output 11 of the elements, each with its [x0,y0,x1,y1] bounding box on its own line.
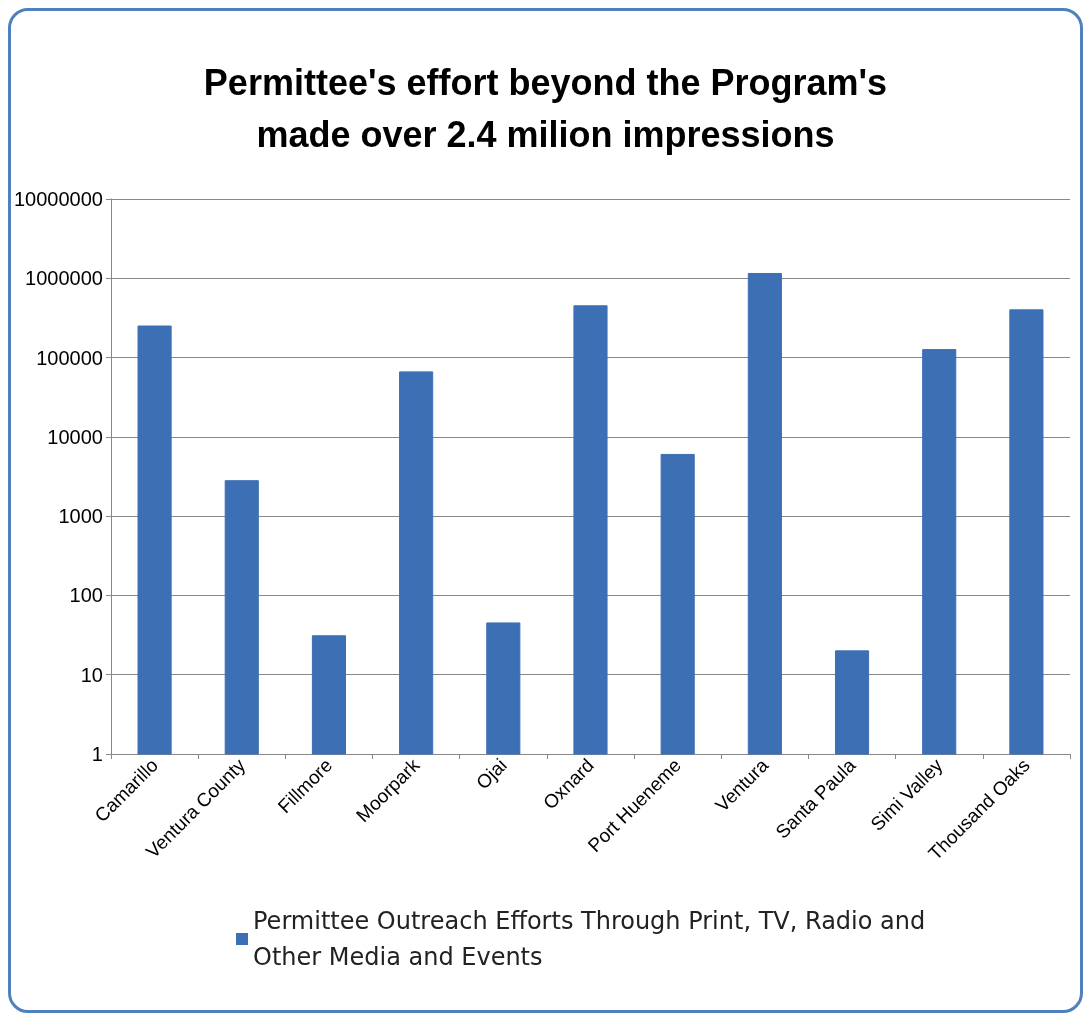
legend-label: Permittee Outreach Efforts Through Print, TV, Radio and Other Media and Events [253,907,933,971]
x-tick-label: Ojai [472,754,511,794]
y-tick-label: 10000000 [14,188,103,210]
y-tick-label: 1000000 [25,267,103,290]
y-tick-label: 10 [80,663,103,686]
y-tick-label: 100 [69,584,103,607]
y-tick-label: 100000 [36,346,103,369]
y-tick-label: 1 [91,743,103,765]
y-tick-label: 10000 [47,425,103,448]
y-tick-label: 1000 [58,505,103,528]
chart-title: Permittee's effort beyond the Program's made over 2.4 milion impressions [203,61,888,155]
